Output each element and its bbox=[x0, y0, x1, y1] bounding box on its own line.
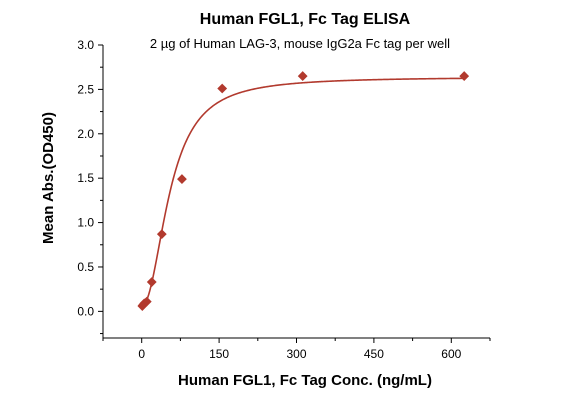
data-point bbox=[177, 174, 187, 184]
y-tick-label: 1.0 bbox=[77, 216, 94, 230]
data-point bbox=[146, 277, 157, 287]
y-tick-label: 3.0 bbox=[77, 38, 94, 52]
fit-curve bbox=[141, 77, 465, 307]
x-axis-label: Human FGL1, Fc Tag Conc. (ng/mL) bbox=[178, 372, 432, 389]
chart-title: Human FGL1, Fc Tag ELISA bbox=[200, 11, 411, 28]
data-point bbox=[459, 71, 470, 81]
y-tick-label: 1.5 bbox=[77, 171, 94, 185]
chart-subtitle: 2 µg of Human LAG-3, mouse IgG2a Fc tag … bbox=[150, 36, 450, 51]
x-tick-label: 150 bbox=[209, 347, 229, 361]
axes-group: 0 150 300 450 600 0.0 0.5 1.0 1.5 2.0 2.5 3.0 bbox=[77, 38, 491, 361]
x-tick-label: 0 bbox=[138, 347, 145, 361]
x-tick-label: 300 bbox=[286, 347, 306, 361]
y-axis-label: Mean Abs.(OD450) bbox=[40, 112, 57, 244]
y-tick-label: 2.0 bbox=[77, 127, 94, 141]
data-point bbox=[156, 229, 167, 240]
y-tick-label: 0.0 bbox=[77, 304, 94, 318]
y-tick-label: 0.5 bbox=[77, 260, 94, 274]
data-point bbox=[297, 71, 308, 81]
data-point bbox=[217, 83, 228, 94]
x-tick-label: 600 bbox=[441, 347, 461, 361]
data-point bbox=[141, 296, 152, 307]
y-tick-label: 2.5 bbox=[77, 82, 94, 96]
x-tick-label: 450 bbox=[364, 347, 384, 361]
plot-group bbox=[137, 71, 470, 311]
